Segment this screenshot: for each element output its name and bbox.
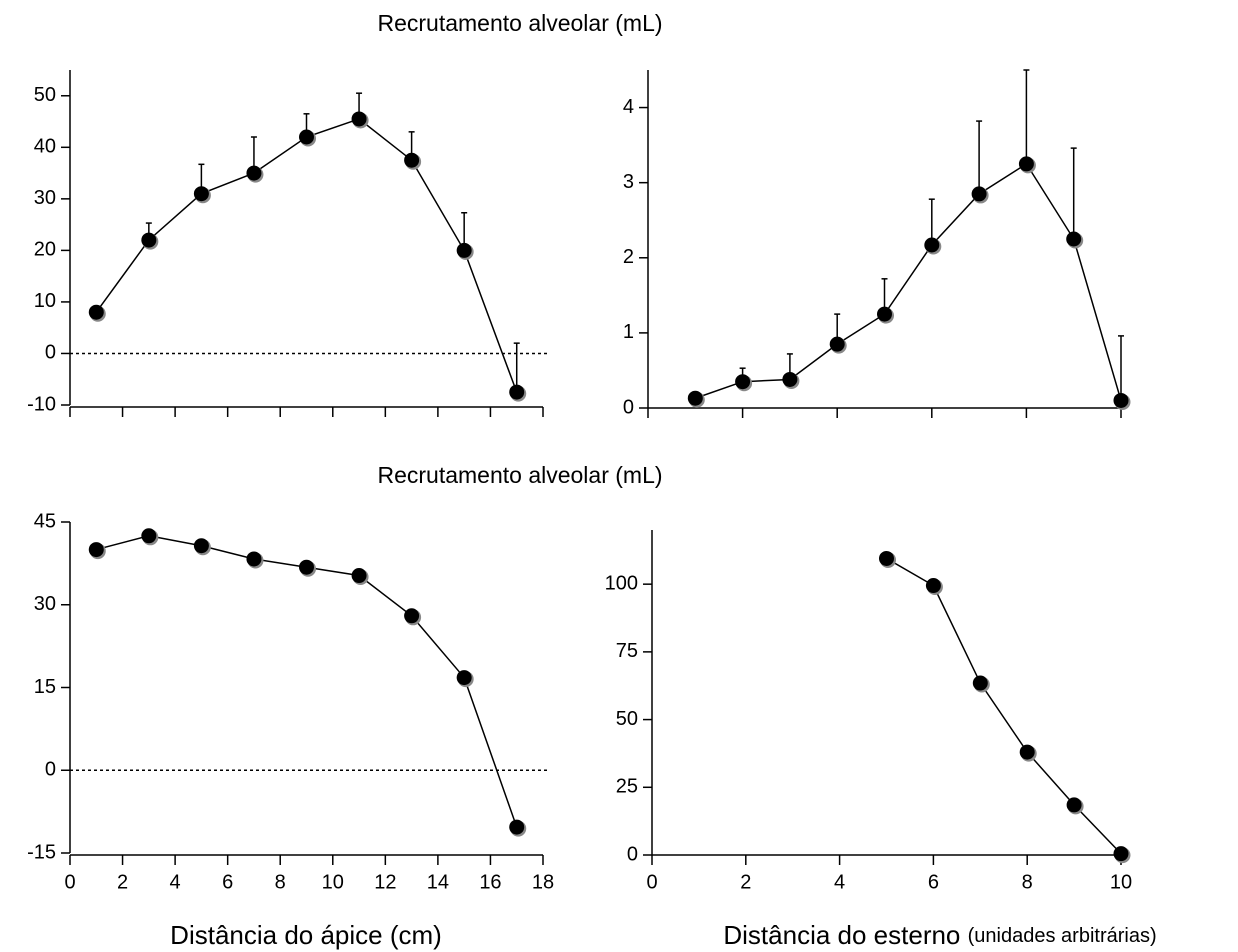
y-tick-label: 30: [34, 187, 56, 209]
marker: [299, 559, 314, 575]
marker: [88, 542, 104, 558]
x-axis-label-suffix: (unidades arbitrárias): [968, 925, 1157, 947]
x-tick-label: 8: [1022, 871, 1033, 893]
y-tick-label: 0: [45, 342, 56, 364]
y-tick-label: 4: [623, 96, 634, 118]
y-tick-label: 45: [34, 510, 56, 532]
y-tick-label: 15: [34, 676, 56, 698]
y-tick-label: 0: [627, 843, 638, 865]
y-tick-label: 0: [45, 759, 56, 781]
x-axis-label: Distância do esterno (unidades arbitrári…: [723, 920, 1156, 950]
marker: [246, 165, 262, 181]
x-axis-label-main: Distância do esterno: [723, 920, 960, 950]
x-tick-label: 0: [646, 871, 657, 893]
x-tick-label: 2: [740, 871, 751, 893]
x-tick-label: 2: [117, 871, 128, 893]
x-axis-label: Distância do ápice (cm): [170, 920, 442, 950]
y-tick-label: 75: [616, 640, 638, 662]
marker: [829, 336, 845, 352]
x-tick-label: 10: [1110, 871, 1132, 893]
marker: [509, 384, 525, 400]
y-tick-label: 30: [34, 593, 56, 615]
x-tick-label: 12: [374, 871, 396, 893]
marker: [456, 242, 472, 258]
data-line: [96, 535, 518, 828]
y-tick-label: 20: [34, 239, 56, 261]
marker: [456, 670, 472, 686]
x-tick-label: 6: [928, 871, 939, 893]
chart-title: Recrutamento alveolar (mL): [377, 462, 662, 488]
y-tick-label: -15: [27, 841, 56, 863]
y-tick-label: -10: [27, 393, 56, 415]
y-tick-label: 50: [34, 84, 56, 106]
marker: [782, 371, 798, 387]
x-tick-label: 10: [322, 871, 344, 893]
marker: [193, 538, 209, 554]
marker: [351, 568, 367, 584]
marker: [687, 390, 703, 406]
marker: [1018, 156, 1034, 172]
marker: [1066, 231, 1082, 247]
marker: [193, 186, 209, 202]
marker: [299, 129, 314, 145]
marker: [509, 819, 525, 835]
x-tick-label: 16: [479, 871, 501, 893]
x-tick-label: 8: [275, 871, 286, 893]
marker: [141, 528, 157, 544]
marker: [877, 306, 892, 322]
marker: [404, 608, 420, 624]
marker: [404, 152, 420, 168]
y-tick-label: 3: [623, 171, 634, 193]
y-tick-label: 25: [616, 776, 638, 798]
x-tick-label: 18: [532, 871, 554, 893]
x-axis-label-main: Distância do ápice (cm): [170, 920, 442, 950]
marker: [879, 550, 894, 566]
y-tick-label: 2: [623, 246, 634, 268]
marker: [972, 675, 988, 691]
data-line: [886, 557, 1122, 855]
y-tick-label: 50: [616, 708, 638, 730]
y-tick-label: 100: [605, 572, 638, 594]
x-tick-label: 14: [427, 871, 449, 893]
marker: [88, 304, 104, 320]
y-tick-label: 10: [34, 290, 56, 312]
y-tick-label: 40: [34, 136, 56, 158]
marker: [925, 578, 941, 594]
marker: [1019, 744, 1035, 760]
y-tick-label: 0: [623, 396, 634, 418]
x-tick-label: 4: [170, 871, 181, 893]
marker: [971, 186, 987, 202]
marker: [1066, 797, 1082, 813]
marker: [735, 374, 751, 390]
data-line: [695, 162, 1122, 401]
y-tick-label: 1: [623, 321, 634, 343]
data-line: [95, 118, 518, 393]
marker: [141, 232, 157, 248]
marker: [1113, 846, 1129, 862]
marker: [1113, 392, 1129, 408]
marker: [246, 551, 262, 567]
marker: [924, 237, 940, 253]
x-tick-label: 4: [834, 871, 845, 893]
x-tick-label: 6: [222, 871, 233, 893]
chart-title: Recrutamento alveolar (mL): [377, 10, 662, 36]
x-tick-label: 0: [64, 871, 75, 893]
marker: [351, 111, 367, 127]
